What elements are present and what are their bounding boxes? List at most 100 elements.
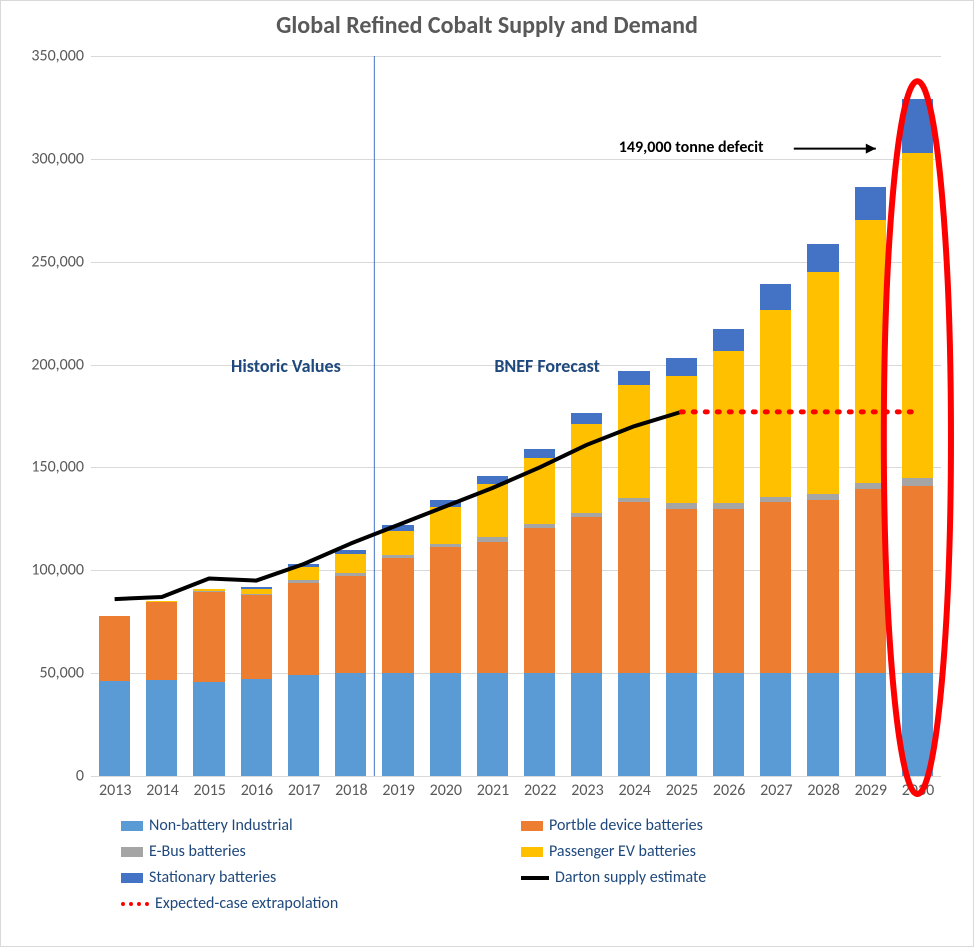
legend-item: Stationary batteries — [121, 868, 276, 887]
bar-segment-non_battery_industrial — [902, 673, 933, 776]
y-axis-label: 100,000 — [14, 561, 84, 580]
bar-segment-ebus — [241, 594, 272, 595]
bar-segment-ebus — [430, 544, 461, 547]
bar-segment-stationary — [618, 371, 649, 385]
bar-group: 2022 — [524, 56, 555, 776]
bar-group: 2030 — [902, 56, 933, 776]
bar-segment-portable_device — [99, 616, 130, 682]
bar-group: 2015 — [193, 56, 224, 776]
bar-segment-non_battery_industrial — [382, 673, 413, 776]
x-axis-label: 2030 — [902, 781, 933, 800]
bar-segment-ebus — [524, 524, 555, 528]
x-axis-label: 2020 — [430, 781, 461, 800]
bar-segment-passenger_ev — [382, 531, 413, 555]
bar-group: 2016 — [241, 56, 272, 776]
bar-segment-portable_device — [571, 517, 602, 673]
bar-segment-ebus — [571, 513, 602, 517]
y-axis-label: 300,000 — [14, 149, 84, 168]
x-axis-label: 2015 — [193, 781, 224, 800]
y-axis-label: 150,000 — [14, 458, 84, 477]
bar-segment-portable_device — [430, 547, 461, 674]
legend-item: Passenger EV batteries — [521, 842, 696, 861]
bar-segment-stationary — [430, 500, 461, 506]
legend-dots-icon — [121, 902, 149, 906]
bar-segment-non_battery_industrial — [99, 681, 130, 776]
bar-segment-non_battery_industrial — [335, 673, 366, 776]
legend-swatch-icon — [121, 821, 143, 831]
historic-values-label: Historic Values — [231, 355, 341, 377]
legend-label: Stationary batteries — [149, 868, 276, 887]
bar-segment-non_battery_industrial — [477, 673, 508, 776]
x-axis-label: 2019 — [382, 781, 413, 800]
bar-segment-non_battery_industrial — [241, 679, 272, 776]
bar-group: 2023 — [571, 56, 602, 776]
bar-segment-non_battery_industrial — [760, 673, 791, 776]
bar-segment-passenger_ev — [713, 351, 744, 503]
bar-group: 2025 — [666, 56, 697, 776]
bar-segment-non_battery_industrial — [524, 673, 555, 776]
bar-segment-portable_device — [241, 595, 272, 679]
bar-segment-non_battery_industrial — [713, 673, 744, 776]
bar-segment-non_battery_industrial — [146, 680, 177, 776]
bar-segment-non_battery_industrial — [807, 673, 838, 776]
legend-item: Darton supply estimate — [521, 868, 706, 887]
bar-segment-passenger_ev — [855, 220, 886, 483]
legend-item: Portble device batteries — [521, 816, 703, 835]
legend-swatch-icon — [121, 847, 143, 857]
bar-segment-ebus — [713, 503, 744, 508]
bar-segment-stationary — [855, 187, 886, 220]
bar-segment-passenger_ev — [335, 554, 366, 574]
bar-segment-passenger_ev — [571, 424, 602, 512]
bar-group: 2020 — [430, 56, 461, 776]
bnef-forecast-label: BNEF Forecast — [494, 355, 600, 377]
bar-group: 2021 — [477, 56, 508, 776]
legend-label: Non-battery Industrial — [149, 816, 293, 835]
bar-segment-stationary — [524, 449, 555, 458]
bar-segment-portable_device — [382, 558, 413, 673]
bar-segment-stationary — [713, 329, 744, 352]
bar-segment-passenger_ev — [288, 567, 319, 580]
legend-label: Expected-case extrapolation — [155, 894, 338, 913]
bar-segment-stationary — [666, 358, 697, 375]
bar-segment-passenger_ev — [902, 153, 933, 478]
x-axis-label: 2016 — [241, 781, 272, 800]
bar-segment-ebus — [477, 537, 508, 541]
bar-segment-non_battery_industrial — [618, 673, 649, 776]
bar-segment-ebus — [288, 580, 319, 582]
bar-segment-passenger_ev — [146, 601, 177, 602]
bar-segment-non_battery_industrial — [288, 675, 319, 776]
bar-segment-portable_device — [855, 489, 886, 673]
x-axis-label: 2024 — [618, 781, 649, 800]
bar-group: 2017 — [288, 56, 319, 776]
gridline — [91, 776, 941, 777]
x-axis-label: 2028 — [807, 781, 838, 800]
bar-segment-ebus — [902, 478, 933, 486]
x-axis-label: 2017 — [288, 781, 319, 800]
bar-segment-stationary — [382, 525, 413, 531]
bar-segment-ebus — [760, 497, 791, 502]
chart-title: Global Refined Cobalt Supply and Demand — [1, 11, 973, 40]
bar-segment-portable_device — [666, 509, 697, 674]
bar-segment-non_battery_industrial — [855, 673, 886, 776]
bar-segment-portable_device — [902, 486, 933, 673]
bar-group: 2029 — [855, 56, 886, 776]
bar-segment-passenger_ev — [193, 589, 224, 591]
legend-label: E-Bus batteries — [149, 842, 246, 861]
bar-segment-stationary — [807, 244, 838, 272]
bar-segment-passenger_ev — [241, 589, 272, 593]
bar-segment-stationary — [288, 564, 319, 567]
bar-group: 2018 — [335, 56, 366, 776]
legend-item: E-Bus batteries — [121, 842, 246, 861]
bar-segment-portable_device — [146, 602, 177, 680]
legend-label: Portble device batteries — [549, 816, 703, 835]
bar-segment-ebus — [618, 498, 649, 502]
bar-segment-stationary — [760, 284, 791, 310]
bar-segment-portable_device — [335, 576, 366, 673]
bar-segment-portable_device — [713, 509, 744, 674]
bar-segment-stationary — [335, 550, 366, 554]
legend-swatch-icon — [121, 873, 143, 883]
deficit-annotation: 149,000 tonne defecit — [619, 138, 764, 157]
bar-segment-passenger_ev — [430, 507, 461, 544]
x-axis-label: 2018 — [335, 781, 366, 800]
bar-segment-portable_device — [477, 542, 508, 674]
